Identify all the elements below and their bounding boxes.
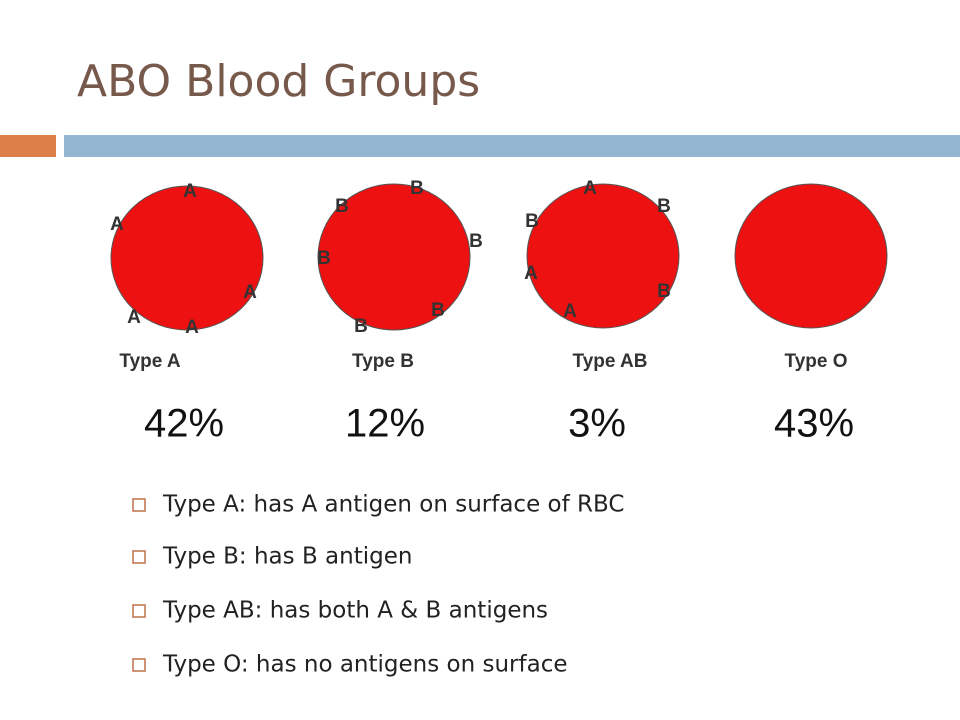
bullet-text: Type O: has no antigens on surface bbox=[162, 652, 568, 678]
antigen-letter: A bbox=[185, 317, 199, 338]
antigen-letter: A bbox=[127, 307, 141, 328]
antigen-letter: A bbox=[183, 181, 197, 202]
cell-type-a bbox=[110, 185, 264, 331]
slide-title: ABO Blood Groups bbox=[77, 56, 480, 107]
antigen-letter: A bbox=[524, 263, 538, 284]
cell-type-o bbox=[734, 183, 888, 329]
cell-type-b bbox=[317, 183, 471, 331]
bullet-square bbox=[132, 498, 146, 512]
cell-type-ab bbox=[526, 183, 680, 329]
type-label: Type B bbox=[352, 351, 414, 372]
type-label: Type A bbox=[119, 351, 181, 372]
antigen-letter: B bbox=[317, 248, 331, 269]
antigen-letter: B bbox=[657, 196, 671, 217]
bullet-text: Type AB: has both A & B antigens bbox=[162, 598, 548, 624]
bullet-square bbox=[132, 658, 146, 672]
antigen-letter: B bbox=[431, 300, 445, 321]
antigen-letter: B bbox=[469, 231, 483, 252]
type-percent: 42% bbox=[144, 402, 224, 446]
antigen-letter: B bbox=[335, 196, 349, 217]
antigen-letter: A bbox=[110, 214, 124, 235]
antigen-letter: B bbox=[410, 178, 424, 199]
bullet-square bbox=[132, 550, 146, 564]
antigen-letter: A bbox=[583, 178, 597, 199]
antigen-letters: A A A A A B B B B B B A B B A B A bbox=[110, 178, 671, 338]
antigen-letter: A bbox=[243, 282, 257, 303]
type-label: Type AB bbox=[573, 351, 648, 372]
type-labels: Type A 42% Type B 12% Type AB 3% Type O 43% bbox=[119, 351, 854, 446]
header-bar bbox=[64, 135, 960, 157]
bullet-list: Type A: has A antigen on surface of RBC T… bbox=[132, 492, 624, 678]
antigen-letter: B bbox=[354, 316, 368, 337]
antigen-letter: B bbox=[657, 281, 671, 302]
type-percent: 3% bbox=[568, 402, 626, 446]
bullet-text: Type B: has B antigen bbox=[162, 544, 412, 570]
bullet-square bbox=[132, 604, 146, 618]
type-percent: 12% bbox=[345, 402, 425, 446]
type-label: Type O bbox=[785, 351, 848, 372]
accent-bar bbox=[0, 135, 56, 157]
bullet-text: Type A: has A antigen on surface of RBC bbox=[162, 492, 624, 518]
antigen-letter: B bbox=[525, 211, 539, 232]
type-percent: 43% bbox=[774, 402, 854, 446]
antigen-letter: A bbox=[563, 301, 577, 322]
